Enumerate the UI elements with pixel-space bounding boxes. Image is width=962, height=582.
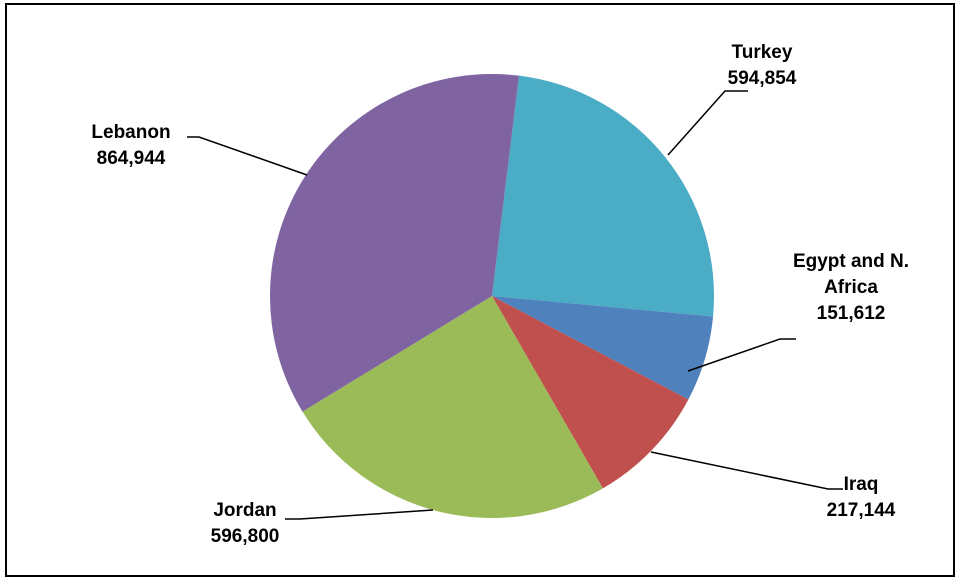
leader-line: [667, 90, 748, 156]
data-label-value: 151,612: [817, 303, 886, 324]
leader-line: [687, 338, 796, 372]
leader-lines: [187, 90, 843, 520]
data-label-value: 594,854: [728, 68, 797, 89]
data-label-category: Egypt and N.: [793, 251, 909, 272]
data-label-value: 596,800: [211, 526, 280, 547]
data-label-category: Africa: [824, 277, 878, 298]
data-label-category: Iraq: [844, 474, 879, 495]
slice-labels: Turkey 594,854 Egypt and N. Africa 151,612 Ir…: [91, 42, 909, 547]
pie-slice-lebanon: [269, 73, 520, 412]
data-label-value: 864,944: [97, 148, 166, 169]
data-label-value: 217,144: [827, 500, 896, 521]
data-label-category: Jordan: [213, 500, 276, 521]
data-label-category: Turkey: [732, 42, 793, 63]
pie-slice-turkey: [492, 75, 714, 317]
data-label-category: Lebanon: [91, 122, 170, 143]
pie-slices: [269, 73, 714, 519]
pie-slice-egypt-and-n-africa: [492, 296, 714, 400]
pie-slice-iraq: [492, 296, 689, 489]
leader-line: [187, 136, 308, 176]
leader-line: [650, 451, 843, 490]
leader-line: [285, 509, 434, 520]
pie-slice-jordan: [302, 296, 603, 519]
